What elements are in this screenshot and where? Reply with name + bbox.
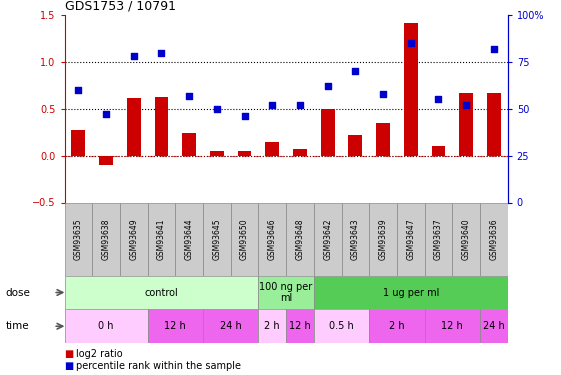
Point: [268, 102, 277, 108]
Text: time: time: [6, 321, 29, 331]
Text: GSM93648: GSM93648: [296, 218, 305, 260]
Text: control: control: [145, 288, 178, 297]
Text: 12 h: 12 h: [442, 321, 463, 331]
Text: GSM93641: GSM93641: [157, 218, 166, 260]
Bar: [286, 309, 314, 343]
Bar: [65, 202, 92, 276]
Bar: [148, 309, 203, 343]
Point: [351, 68, 360, 74]
Bar: [148, 202, 176, 276]
Bar: [286, 202, 314, 276]
Text: GDS1753 / 10791: GDS1753 / 10791: [65, 0, 176, 12]
Bar: [480, 202, 508, 276]
Bar: [182, 133, 196, 156]
Bar: [120, 202, 148, 276]
Bar: [99, 156, 113, 165]
Bar: [231, 202, 259, 276]
Text: ■: ■: [65, 350, 73, 359]
Text: 12 h: 12 h: [164, 321, 186, 331]
Bar: [203, 202, 231, 276]
Bar: [259, 309, 286, 343]
Bar: [65, 309, 148, 343]
Text: GSM93643: GSM93643: [351, 218, 360, 260]
Point: [74, 87, 83, 93]
Bar: [480, 309, 508, 343]
Point: [462, 102, 471, 108]
Point: [102, 111, 111, 117]
Bar: [314, 309, 369, 343]
Bar: [71, 130, 85, 156]
Text: GSM93637: GSM93637: [434, 218, 443, 260]
Text: 24 h: 24 h: [483, 321, 505, 331]
Point: [240, 113, 249, 119]
Bar: [425, 202, 452, 276]
Bar: [452, 202, 480, 276]
Text: GSM93642: GSM93642: [323, 218, 332, 260]
Bar: [348, 135, 362, 156]
Bar: [210, 151, 224, 156]
Text: GSM93640: GSM93640: [462, 218, 471, 260]
Bar: [293, 149, 307, 156]
Text: ■: ■: [65, 361, 73, 370]
Text: GSM93649: GSM93649: [129, 218, 138, 260]
Bar: [175, 202, 203, 276]
Text: 1 ug per ml: 1 ug per ml: [383, 288, 439, 297]
Bar: [342, 202, 369, 276]
Bar: [203, 309, 259, 343]
Bar: [314, 276, 508, 309]
Bar: [459, 93, 473, 156]
Bar: [154, 97, 168, 156]
Point: [323, 83, 332, 89]
Text: 24 h: 24 h: [220, 321, 242, 331]
Text: 2 h: 2 h: [389, 321, 404, 331]
Text: GSM93638: GSM93638: [102, 218, 111, 260]
Text: 0.5 h: 0.5 h: [329, 321, 354, 331]
Point: [406, 40, 415, 46]
Text: log2 ratio: log2 ratio: [76, 350, 122, 359]
Bar: [369, 309, 425, 343]
Text: 12 h: 12 h: [289, 321, 311, 331]
Text: GSM93636: GSM93636: [489, 218, 498, 260]
Text: dose: dose: [6, 288, 30, 297]
Bar: [265, 142, 279, 156]
Text: GSM93646: GSM93646: [268, 218, 277, 260]
Bar: [487, 93, 501, 156]
Bar: [238, 151, 251, 156]
Point: [296, 102, 305, 108]
Bar: [92, 202, 120, 276]
Text: 100 ng per
ml: 100 ng per ml: [260, 282, 312, 303]
Point: [129, 53, 138, 59]
Text: GSM93644: GSM93644: [185, 218, 194, 260]
Bar: [65, 276, 259, 309]
Text: GSM93647: GSM93647: [406, 218, 415, 260]
Bar: [259, 276, 314, 309]
Text: percentile rank within the sample: percentile rank within the sample: [76, 361, 241, 370]
Bar: [127, 98, 141, 156]
Bar: [314, 202, 342, 276]
Text: GSM93635: GSM93635: [74, 218, 83, 260]
Text: 0 h: 0 h: [98, 321, 114, 331]
Bar: [404, 22, 418, 156]
Bar: [397, 202, 425, 276]
Bar: [376, 123, 390, 156]
Point: [157, 50, 166, 55]
Point: [379, 91, 388, 97]
Text: GSM93639: GSM93639: [379, 218, 388, 260]
Text: GSM93645: GSM93645: [213, 218, 222, 260]
Point: [213, 106, 222, 112]
Bar: [369, 202, 397, 276]
Point: [489, 46, 498, 52]
Point: [434, 96, 443, 102]
Text: 2 h: 2 h: [264, 321, 280, 331]
Bar: [431, 146, 445, 156]
Bar: [425, 309, 480, 343]
Text: GSM93650: GSM93650: [240, 218, 249, 260]
Bar: [259, 202, 286, 276]
Bar: [321, 109, 334, 156]
Point: [185, 93, 194, 99]
